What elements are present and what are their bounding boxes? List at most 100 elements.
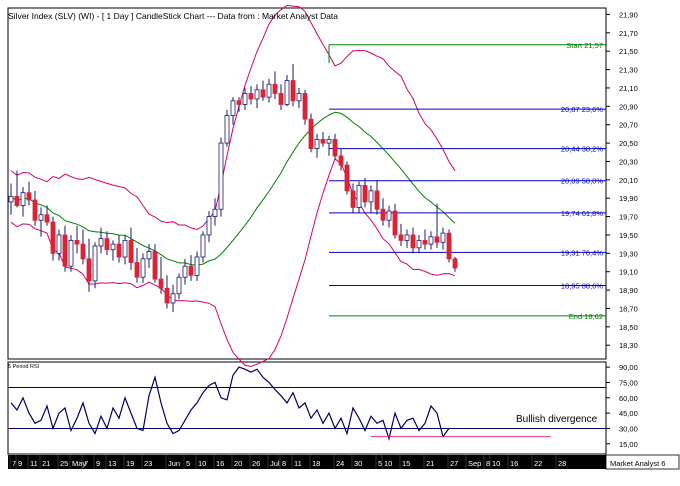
fib-level-label: 19,74 61,8%: [561, 209, 603, 218]
rsi-axis-label: 15,00: [619, 440, 638, 449]
date-axis-label: 26: [252, 459, 260, 468]
candle-bull: [386, 210, 392, 221]
date-axis-label: 10: [492, 459, 500, 468]
candle-bull: [326, 138, 332, 144]
date-axis-label: 11: [30, 459, 38, 468]
price-axis-label: 20,90: [619, 102, 638, 111]
price-axis-label: 18,30: [619, 341, 638, 350]
date-axis-label: Jul: [270, 459, 280, 468]
candle-bull: [314, 138, 320, 149]
candle-bear: [164, 287, 170, 304]
candle-bull: [416, 240, 422, 249]
price-axis-label: 20,10: [619, 176, 638, 185]
date-axis-band: [8, 455, 606, 469]
date-axis-label: 16: [216, 459, 224, 468]
main-panel-frame: [7, 7, 607, 360]
candle-bull: [404, 234, 410, 241]
candle-bear: [410, 234, 416, 249]
rsi-line: [10, 366, 450, 441]
candle-bear: [320, 138, 326, 144]
date-axis-label: Sep: [468, 459, 481, 468]
candle-bear: [374, 190, 380, 210]
candle-bull: [146, 251, 152, 260]
date-axis-label: 16: [510, 459, 518, 468]
candle-bull: [122, 240, 128, 258]
candle-bull: [200, 234, 206, 258]
candle-bull: [170, 293, 176, 304]
date-axis-label: 15: [402, 459, 410, 468]
candle-bull: [176, 276, 182, 295]
candle-bear: [452, 258, 458, 269]
date-axis-label: 21: [42, 459, 50, 468]
candle-bear: [44, 214, 50, 223]
candle-bear: [344, 164, 350, 192]
price-axis-label: 19,70: [619, 213, 638, 222]
end-level-label: End 18,62: [569, 312, 603, 321]
candle-bull: [356, 184, 362, 208]
candle-bear: [248, 93, 254, 100]
candle-bull: [92, 245, 98, 282]
bollinger-upper-line: [10, 4, 456, 231]
fib-level-label: 20,44 38,2%: [561, 145, 603, 154]
date-axis-label: 8: [486, 459, 490, 468]
price-axis-label: 19,10: [619, 268, 638, 277]
date-axis-label: 9: [96, 459, 100, 468]
date-axis-label: 7: [12, 459, 16, 468]
candle-bull: [230, 100, 236, 116]
date-axis-label: 19: [126, 459, 134, 468]
date-axis-label: May: [72, 459, 86, 468]
rsi-panel-frame: [7, 361, 607, 455]
date-axis-label: 20: [234, 459, 242, 468]
price-axis-label: 19,30: [619, 249, 638, 258]
date-axis-label: 5: [186, 459, 190, 468]
candle-bull: [368, 190, 374, 203]
rsi-axis-label: 60,00: [619, 394, 638, 403]
price-axis-label: 20,70: [619, 121, 638, 130]
candle-bear: [392, 210, 398, 236]
date-axis-label: 13: [108, 459, 116, 468]
candle-bear: [302, 93, 308, 120]
date-axis-label: 11: [294, 459, 302, 468]
chart-title: Silver Index (SLV) (WI) - [ 1 Day ] Cand…: [8, 11, 339, 21]
candle-bull: [8, 195, 14, 203]
candle-bear: [152, 251, 158, 280]
candle-bear: [188, 265, 194, 276]
price-axis-label: 21,70: [619, 29, 638, 38]
candle-bear: [290, 80, 296, 102]
date-axis-label: 28: [558, 459, 566, 468]
candle-bear: [272, 83, 278, 94]
candle-bull: [218, 142, 224, 210]
candle-bear: [14, 195, 20, 206]
date-axis-label: 8: [282, 459, 286, 468]
candle-bull: [212, 208, 218, 217]
bollinger-lower-line: [10, 157, 456, 367]
candle-bear: [332, 138, 338, 157]
candle-bull: [56, 234, 62, 254]
candle-bull: [194, 256, 200, 276]
price-axis-label: 21,50: [619, 47, 638, 56]
date-axis-label: 24: [336, 459, 344, 468]
candle-bear: [260, 89, 266, 98]
date-axis-label: 21: [426, 459, 434, 468]
candle-bull: [440, 232, 446, 243]
candle-bear: [128, 240, 134, 263]
date-axis-label: 9: [18, 459, 22, 468]
candle-bull: [266, 83, 272, 98]
candle-bull: [98, 238, 104, 247]
rsi-axis-label: 30,00: [619, 424, 638, 433]
candle-bull: [224, 115, 230, 144]
price-axis-label: 18,70: [619, 304, 638, 313]
candle-bear: [362, 184, 368, 203]
candle-bear: [134, 262, 140, 278]
candle-bull: [296, 93, 302, 102]
candle-bull: [242, 93, 248, 105]
candle-bull: [20, 192, 26, 206]
candle-bear: [50, 221, 56, 254]
moving-average-line: [10, 111, 456, 266]
rsi-title: 5 Period RSI: [8, 364, 40, 370]
fib-level-label: 20,09 50,0%: [561, 177, 603, 186]
candle-bear: [32, 199, 38, 221]
date-axis-label: 18: [312, 459, 320, 468]
fib-level-label: 19,31 76,4%: [561, 248, 603, 257]
